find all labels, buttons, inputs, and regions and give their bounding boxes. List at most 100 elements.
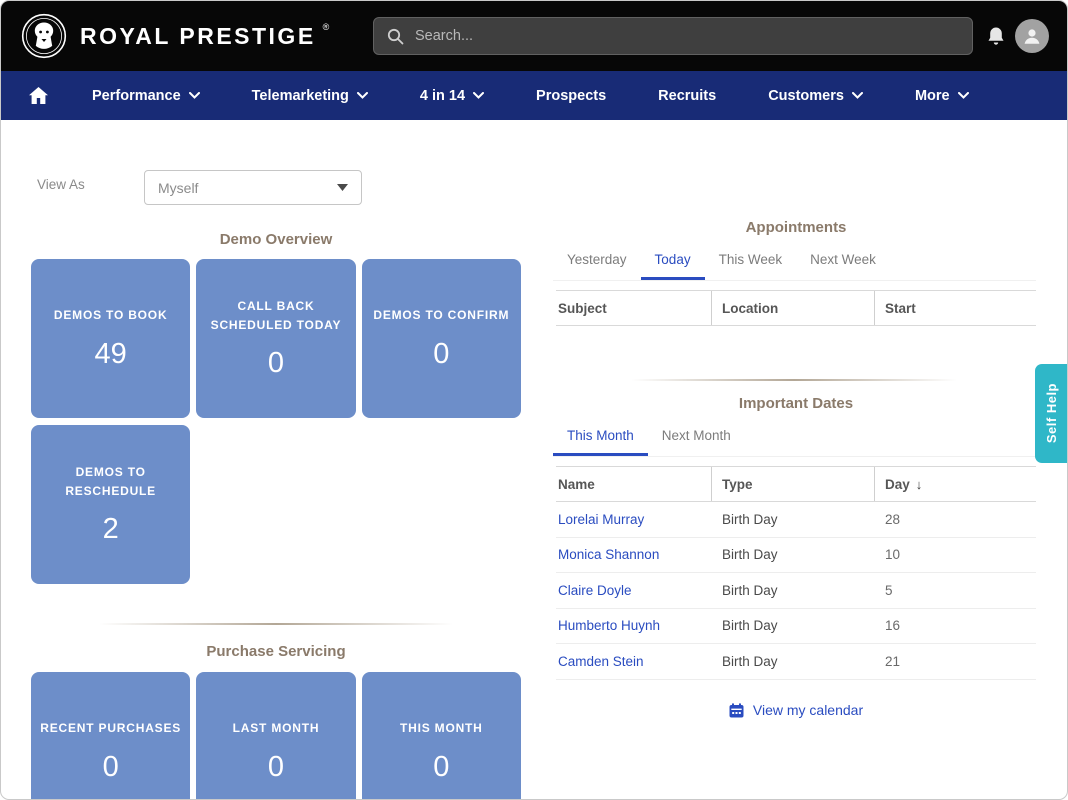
nav-item-performance[interactable]: Performance	[92, 88, 200, 104]
self-help-tab[interactable]: Self Help	[1035, 364, 1067, 463]
tab-next-week[interactable]: Next Week	[810, 252, 876, 267]
date-day: 16	[885, 618, 901, 634]
date-type: Birth Day	[722, 618, 778, 634]
card-this-month[interactable]: THIS MONTH 0	[361, 672, 521, 799]
appointments-title: Appointments	[745, 219, 847, 236]
nav-item-4in14[interactable]: 4 in 14	[419, 87, 485, 104]
card-demos-to-reschedule[interactable]: DEMOS TO RESCHEDULE 2	[31, 425, 191, 584]
tab-yesterday[interactable]: Yesterday	[567, 252, 627, 267]
chevron-down-icon	[188, 92, 200, 99]
nav-label: 4 in 14	[419, 87, 466, 104]
table-row[interactable]: Claire Doyle Birth Day 5	[556, 573, 1036, 609]
main-nav: Performance Telemarketing 4 in 14 Prospe…	[1, 71, 1067, 120]
tab-this-month[interactable]: This Month	[553, 420, 648, 456]
card-label: LAST MONTH	[232, 721, 320, 736]
nav-item-recruits[interactable]: Recruits	[658, 88, 716, 104]
contact-name-link[interactable]: Monica Shannon	[558, 547, 660, 563]
nav-item-telemarketing[interactable]: Telemarketing	[252, 88, 368, 104]
chevron-down-icon	[356, 92, 368, 99]
table-row[interactable]: Monica Shannon Birth Day 10	[556, 538, 1036, 573]
date-type: Birth Day	[722, 653, 778, 669]
chevron-down-icon	[851, 92, 863, 99]
tab-next-month[interactable]: Next Month	[661, 428, 731, 443]
column-header-location[interactable]: Location	[711, 291, 874, 325]
left-section-divider	[99, 623, 453, 625]
chevron-down-icon	[957, 92, 969, 99]
card-value: 49	[94, 337, 127, 370]
view-as-dropdown[interactable]: Myself	[144, 170, 362, 205]
tab-this-week[interactable]: This Week	[718, 252, 783, 267]
nav-home-button[interactable]	[29, 87, 48, 104]
card-label: THIS MONTH	[399, 721, 483, 736]
card-demos-to-confirm[interactable]: DEMOS TO CONFIRM 0	[361, 259, 521, 418]
nav-label: Customers	[768, 87, 844, 104]
brand-home-link[interactable]: ROYAL PRESTIGE ®	[21, 1, 335, 71]
tab-today[interactable]: Today	[640, 244, 705, 280]
nav-label: More	[914, 87, 950, 104]
nav-label: Telemarketing	[251, 87, 349, 104]
important-dates-table-header: Name Type Day ↓	[556, 466, 1036, 502]
card-value: 0	[102, 750, 119, 783]
table-row[interactable]: Humberto Huynh Birth Day 16	[556, 609, 1036, 644]
sort-descending-icon[interactable]: ↓	[915, 476, 923, 492]
appointments-table-header: Subject Location Start	[556, 290, 1036, 326]
nav-item-prospects[interactable]: Prospects	[536, 88, 606, 104]
card-value: 0	[267, 750, 285, 783]
important-dates-title: Important Dates	[738, 395, 854, 412]
contact-name-link[interactable]: Humberto Huynh	[558, 618, 661, 634]
view-my-calendar-link[interactable]: View my calendar	[556, 702, 1036, 718]
column-header-name[interactable]: Name	[558, 476, 595, 492]
column-header-type[interactable]: Type	[711, 467, 874, 501]
card-demos-to-book[interactable]: DEMOS TO BOOK 49	[31, 259, 191, 418]
card-label: DEMOS TO BOOK	[53, 308, 168, 323]
nav-item-customers[interactable]: Customers	[768, 88, 863, 104]
column-header-day[interactable]: Day ↓	[874, 467, 1036, 501]
column-header-day-label: Day	[885, 476, 910, 492]
appointments-tabs: Yesterday Today This Week Next Week	[553, 244, 1036, 281]
view-my-calendar-label: View my calendar	[752, 702, 864, 718]
search-bar	[373, 17, 973, 55]
notifications-button[interactable]	[987, 26, 1005, 52]
top-header: ROYAL PRESTIGE ®	[1, 1, 1067, 71]
purchase-servicing-cards: RECENT PURCHASES 0 LAST MONTH 0 THIS MON…	[31, 672, 521, 799]
nav-label: Recruits	[658, 87, 717, 104]
contact-name-link[interactable]: Lorelai Murray	[558, 511, 645, 527]
demo-overview-cards: DEMOS TO BOOK 49 CALL BACK SCHEDULED TOD…	[31, 259, 521, 584]
card-label: DEMOS TO CONFIRM	[373, 308, 510, 323]
demo-overview-title: Demo Overview	[219, 231, 333, 248]
chevron-down-icon	[473, 92, 485, 99]
card-value: 0	[433, 337, 450, 370]
view-as-value: Myself	[158, 179, 199, 196]
column-header-start[interactable]: Start	[874, 291, 1036, 325]
card-callback-scheduled-today[interactable]: CALL BACK SCHEDULED TODAY 0	[196, 259, 356, 418]
self-help-label: Self Help	[1043, 383, 1059, 444]
column-header-subject[interactable]: Subject	[558, 300, 607, 316]
date-day: 21	[885, 653, 901, 669]
dropdown-caret-icon	[337, 184, 348, 191]
card-label: RECENT PURCHASES	[40, 721, 182, 736]
bell-icon	[988, 27, 1004, 45]
card-label: DEMOS TO RESCHEDULE	[65, 464, 156, 498]
date-type: Birth Day	[722, 511, 778, 527]
contact-name-link[interactable]: Camden Stein	[558, 653, 644, 669]
contact-name-link[interactable]: Claire Doyle	[558, 582, 632, 598]
date-day: 5	[885, 582, 893, 598]
nav-item-more[interactable]: More	[915, 88, 969, 104]
table-row[interactable]: Lorelai Murray Birth Day 28	[556, 502, 1036, 538]
date-day: 10	[885, 547, 901, 563]
card-value: 0	[433, 750, 450, 783]
user-avatar-button[interactable]	[1015, 19, 1049, 53]
search-input[interactable]	[415, 28, 959, 44]
important-dates-tabs: This Month Next Month	[553, 420, 1036, 457]
card-last-month[interactable]: LAST MONTH 0	[196, 672, 356, 799]
card-value: 0	[267, 347, 285, 380]
table-row[interactable]: Camden Stein Birth Day 21	[556, 644, 1036, 680]
royal-prestige-lion-logo-icon	[21, 13, 67, 59]
card-value: 2	[102, 513, 119, 546]
card-recent-purchases[interactable]: RECENT PURCHASES 0	[31, 672, 191, 799]
search-icon	[387, 28, 404, 44]
view-as-label: View As	[37, 177, 85, 192]
registered-trademark: ®	[322, 22, 330, 32]
card-label: CALL BACK SCHEDULED TODAY	[210, 298, 342, 332]
